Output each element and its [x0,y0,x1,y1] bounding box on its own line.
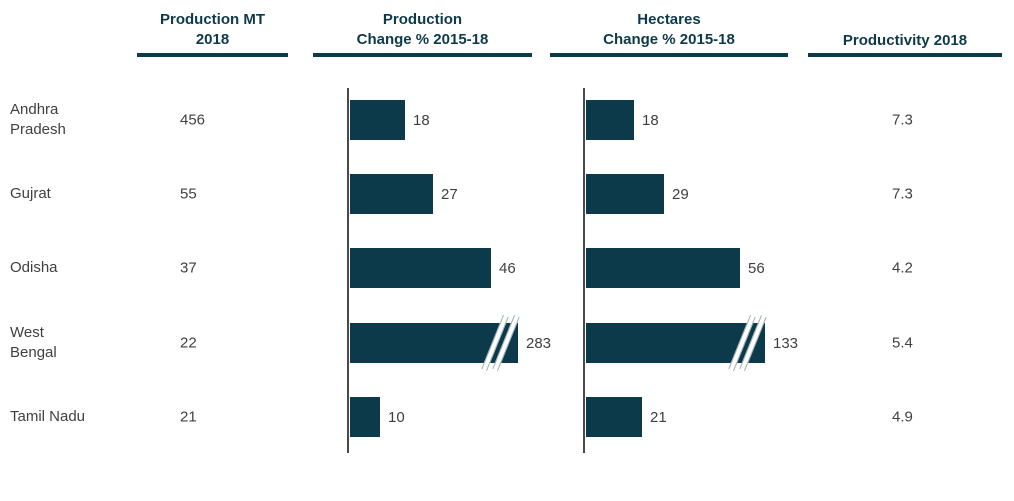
bar [586,397,642,437]
row-label: Odisha [10,259,58,276]
productivity-value: 7.3 [892,111,913,129]
bar-value-label: 56 [748,259,765,277]
header-line: Change % 2015-18 [603,31,735,48]
bar [350,397,380,437]
bar-value-label: 283 [526,334,552,352]
bar [586,314,767,372]
bar [350,100,405,140]
bar [586,100,634,140]
hectares-change-bar-group: 133 [586,314,799,372]
header-line: Change % 2015-18 [356,31,489,48]
header-underline [808,53,1002,57]
production-change-bar-group: 283 [350,314,552,372]
header-line: Production [382,11,463,28]
header-line: Hectares [637,11,701,28]
column-header-production-change: Production Change % 2015-18 [313,10,532,50]
bar [350,174,433,214]
bar [586,174,664,214]
row-label: Gujrat [10,185,51,202]
production-mt-value: 21 [180,408,197,426]
hectares-change-bar-group: 18 [586,98,659,142]
bar [586,248,740,288]
header-underline [137,53,288,57]
hectares-change-bar-group: 56 [586,246,765,290]
table-row: Andhra Pradesh 456 18 18 7.3 [0,98,1014,142]
row-label: Andhra Pradesh [10,101,66,138]
production-mt-value: 37 [180,259,197,277]
bar-value-label: 10 [388,408,405,426]
header-line: Productivity 2018 [842,32,968,49]
productivity-value: 4.9 [892,408,913,426]
bar [350,314,520,372]
productivity-value: 5.4 [892,334,913,352]
production-change-bar-group: 10 [350,395,405,439]
hectares-change-bar-group: 29 [586,172,689,216]
bar-value-label: 46 [499,259,516,277]
table-row: Tamil Nadu 21 10 21 4.9 [0,395,1014,439]
bar-value-label: 21 [650,408,667,426]
header-underline [550,53,788,57]
header-line: Production MT [160,11,265,28]
header-underline [313,53,532,57]
column-header-production-mt: Production MT 2018 [137,10,288,50]
bar [350,248,491,288]
productivity-value: 4.2 [892,259,913,277]
bar-value-label: 18 [413,111,430,129]
production-mt-value: 55 [180,185,197,203]
row-label: West Bengal [10,324,57,361]
production-change-bar-group: 27 [350,172,458,216]
bar-value-label: 133 [773,334,799,352]
table-row: Gujrat 55 27 29 7.3 [0,172,1014,216]
production-mt-value: 22 [180,334,197,352]
production-change-bar-group: 18 [350,98,430,142]
table-row: Odisha 37 46 56 4.2 [0,246,1014,290]
row-label: Tamil Nadu [10,408,86,425]
productivity-value: 7.3 [892,185,913,203]
production-change-axis-line [347,88,349,453]
bar-value-label: 27 [441,185,458,203]
production-change-bar-group: 46 [350,246,516,290]
production-mt-value: 456 [180,111,206,129]
header-line: 2018 [195,31,230,48]
column-header-productivity: Productivity 2018 [808,31,1002,51]
bar-value-label: 18 [642,111,659,129]
bar-value-label: 29 [672,185,689,203]
hectares-change-axis-line [583,88,585,453]
column-header-hectares-change: Hectares Change % 2015-18 [550,10,788,50]
hectares-change-bar-group: 21 [586,395,667,439]
table-row: West Bengal 22 283 133 5.4 [0,314,1014,372]
